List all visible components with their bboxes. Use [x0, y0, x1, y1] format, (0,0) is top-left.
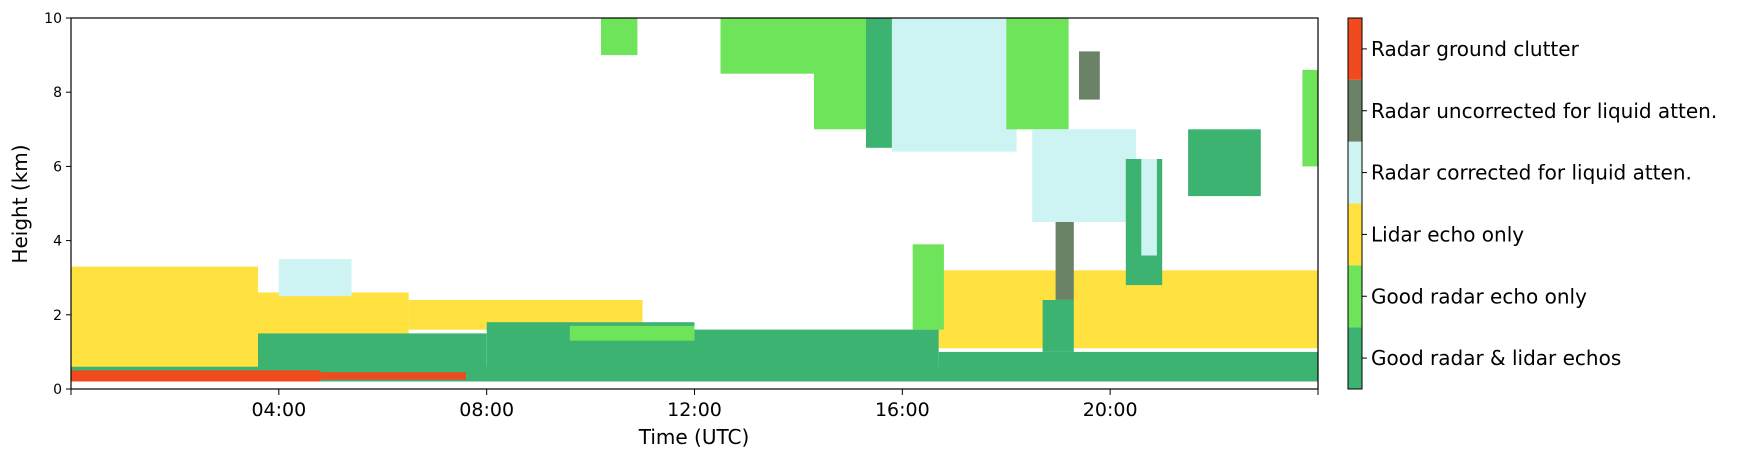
colorbar-swatch: [1348, 327, 1362, 389]
legend-label: Radar ground clutter: [1371, 37, 1580, 61]
heatmap-cell: [569, 325, 695, 341]
heatmap-cell: [1006, 18, 1069, 130]
y-tick-label: 0: [53, 382, 62, 398]
y-axis: 0 2 4 6 8 10: [44, 11, 71, 398]
legend-label: Radar uncorrected for liquid atten.: [1371, 99, 1717, 123]
legend-colorbar: Good radar & lidar echos Good radar echo …: [1347, 17, 1717, 390]
legend-label: Radar corrected for liquid atten.: [1371, 161, 1692, 185]
colorbar-swatch: [1348, 203, 1362, 266]
x-tick-label: 08:00: [459, 399, 514, 421]
x-axis: 04:00 08:00 12:00 16:00 20:00: [70, 389, 1319, 421]
heatmap-cell: [694, 329, 939, 375]
heatmap-cell: [938, 351, 1318, 375]
colorbar-swatch: [1348, 141, 1362, 204]
x-tick-label: 20:00: [1083, 399, 1138, 421]
heatmap-cell: [1188, 129, 1261, 197]
heatmap-cell: [320, 372, 466, 380]
y-tick-label: 2: [53, 308, 62, 324]
colorbar-swatch: [1348, 18, 1362, 80]
heatmap-cell: [71, 370, 321, 382]
colorbar-swatch: [1348, 79, 1362, 142]
legend-label: Good radar & lidar echos: [1371, 346, 1621, 370]
heatmap-cell: [601, 18, 638, 56]
heatmap-cell: [891, 18, 1017, 152]
y-tick-label: 6: [53, 159, 62, 175]
heatmap-cell: [912, 244, 944, 330]
heatmap-layer: [71, 18, 1318, 382]
heatmap-cell: [278, 259, 352, 297]
x-axis-label: Time (UTC): [638, 425, 750, 449]
heatmap-cell: [1032, 129, 1137, 222]
x-tick-label: 04:00: [251, 399, 306, 421]
heatmap-cell: [1042, 300, 1074, 352]
x-tick-label: 12:00: [667, 399, 722, 421]
heatmap-cell: [71, 266, 258, 375]
colorbar-frame: [1347, 17, 1363, 390]
heatmap-cell: [1079, 51, 1100, 100]
heatmap-cell: [720, 18, 814, 74]
y-tick-label: 8: [53, 85, 62, 101]
legend-label: Lidar echo only: [1371, 222, 1524, 246]
heatmap-cell: [1302, 69, 1318, 167]
colorbar-swatch: [1348, 265, 1362, 328]
heatmap-cell: [1141, 159, 1157, 256]
y-tick-label: 10: [44, 11, 62, 27]
y-axis-label: Height (km): [8, 144, 32, 263]
heatmap-cell: [1055, 222, 1074, 300]
legend-label: Good radar echo only: [1371, 284, 1587, 308]
x-tick-label: 16:00: [875, 399, 930, 421]
heatmap-cell: [258, 333, 487, 375]
y-tick-label: 4: [53, 234, 62, 250]
